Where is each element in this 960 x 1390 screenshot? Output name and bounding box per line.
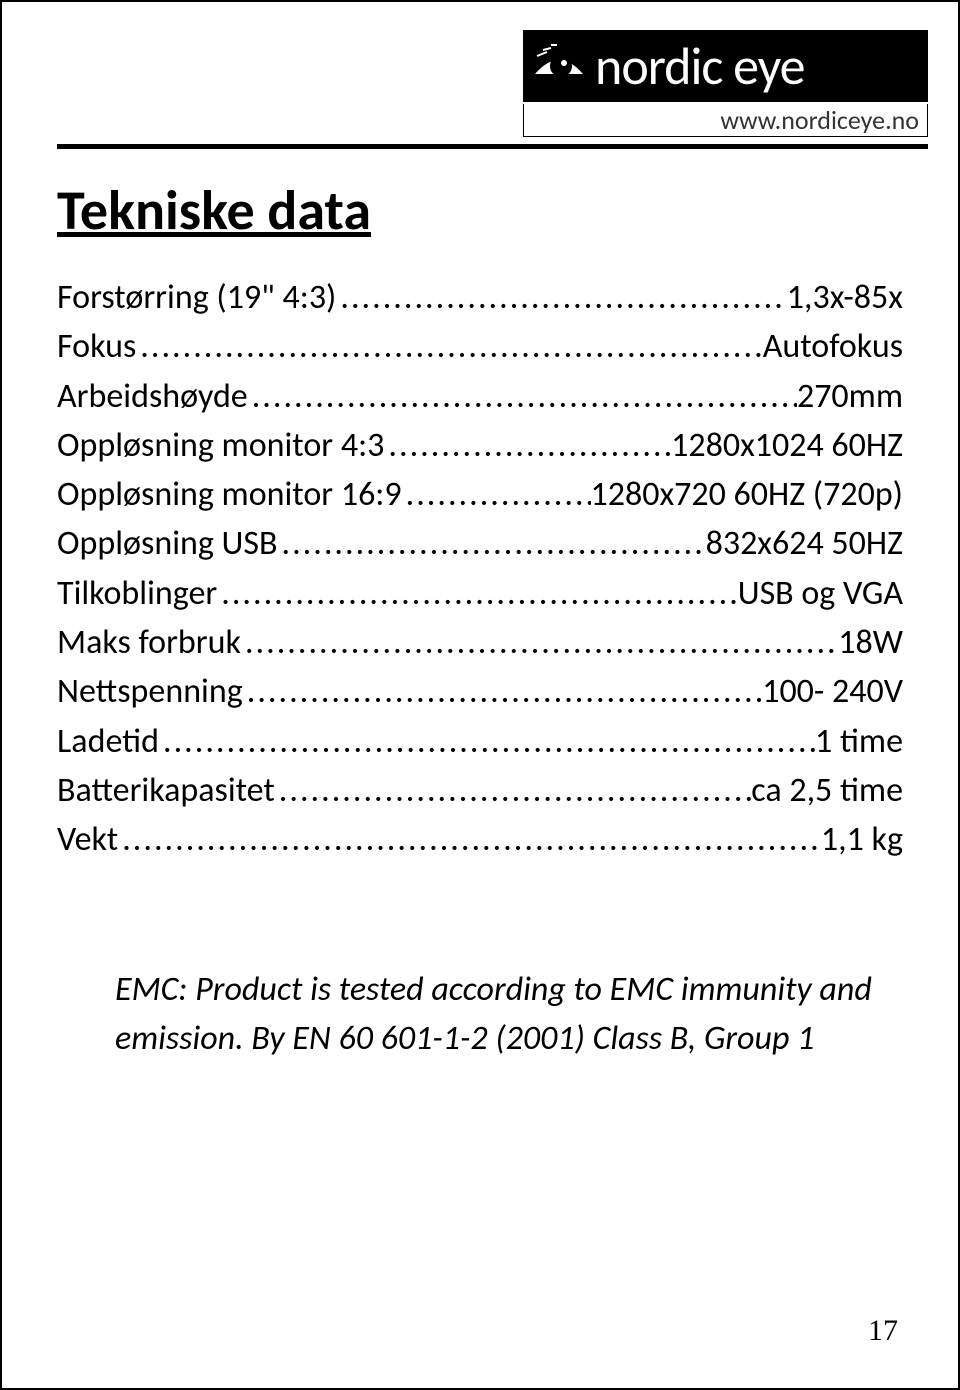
dot-leader: ........................................… [336,273,786,322]
header-divider [57,144,928,149]
spec-row: Oppløsning monitor 4:3..................… [57,421,903,470]
spec-row: Fokus...................................… [57,322,903,371]
spec-label: Oppløsning monitor 4:3 [57,421,384,470]
spec-value: USB og VGA [738,569,903,618]
dot-leader: ........................................… [159,717,815,766]
dot-leader: ........................................… [278,519,706,568]
spec-value: 1,1 kg [821,815,903,864]
spec-value: 1,3x-85x [787,273,903,322]
dot-leader: ........................................… [275,766,751,815]
spec-row: Ladetid.................................… [57,717,903,766]
emc-note: EMC: Product is tested according to EMC … [57,965,903,1064]
spec-value: 1280x1024 60HZ [671,421,903,470]
spec-label: Oppløsning monitor 16:9 [57,470,402,519]
logo-url: www.nordiceye.no [523,104,928,137]
content-area: Tekniske data Forstørring (19" 4:3).....… [57,177,903,1063]
spec-value: 100- 240V [762,667,903,716]
spec-label: Batterikapasitet [57,766,275,815]
dot-leader: ........................................… [217,569,738,618]
dot-leader: ........................................… [136,322,762,371]
emc-line-1: EMC: Product is tested according to EMC … [115,965,903,1014]
logo-main-bar: nordic eye [523,30,928,102]
spec-label: Maks forbruk [57,618,241,667]
document-page: nordic eye www.nordiceye.no Tekniske dat… [0,0,960,1390]
spec-value: 1 time [815,717,903,766]
spec-row: Nettspenning............................… [57,667,903,716]
dot-leader: ........................................… [248,372,797,421]
spec-value: Autofokus [763,322,903,371]
spec-label: Vekt [57,815,118,864]
spec-label: Nettspenning [57,667,243,716]
spec-row: Oppløsning USB..........................… [57,519,903,568]
spec-row: Batterikapasitet........................… [57,766,903,815]
spec-value: 1280x720 60HZ (720p) [591,470,903,519]
emc-line-2: emission. By EN 60 601-1-2 (2001) Class … [115,1014,903,1063]
spec-label: Tilkoblinger [57,569,217,618]
spec-row: Arbeidshøyde............................… [57,372,903,421]
spec-value: ca 2,5 time [751,766,903,815]
dot-leader: ........................................… [118,815,821,864]
spec-label: Ladetid [57,717,159,766]
spec-list: Forstørring (19" 4:3)...................… [57,273,903,865]
logo-text: nordic eye [595,40,804,92]
spec-label: Arbeidshøyde [57,372,248,421]
dot-leader: ........................................… [241,618,838,667]
spec-value: 18W [838,618,903,667]
spec-row: Vekt....................................… [57,815,903,864]
spec-row: Oppløsning monitor 16:9.................… [57,470,903,519]
brand-logo: nordic eye www.nordiceye.no [523,30,928,137]
spec-value: 270mm [797,372,903,421]
spec-label: Oppløsning USB [57,519,278,568]
spec-value: 832x624 50HZ [706,519,903,568]
spec-row: Maks forbruk............................… [57,618,903,667]
spec-label: Forstørring (19" 4:3) [57,273,336,322]
dot-leader: ........................................… [384,421,671,470]
dot-leader: ........................................… [243,667,762,716]
page-title: Tekniske data [57,177,903,245]
eye-icon [531,38,587,94]
page-number: 17 [868,1314,898,1348]
dot-leader: ........................................… [402,470,591,519]
spec-row: Tilkoblinger............................… [57,569,903,618]
spec-label: Fokus [57,322,136,371]
spec-row: Forstørring (19" 4:3)...................… [57,273,903,322]
